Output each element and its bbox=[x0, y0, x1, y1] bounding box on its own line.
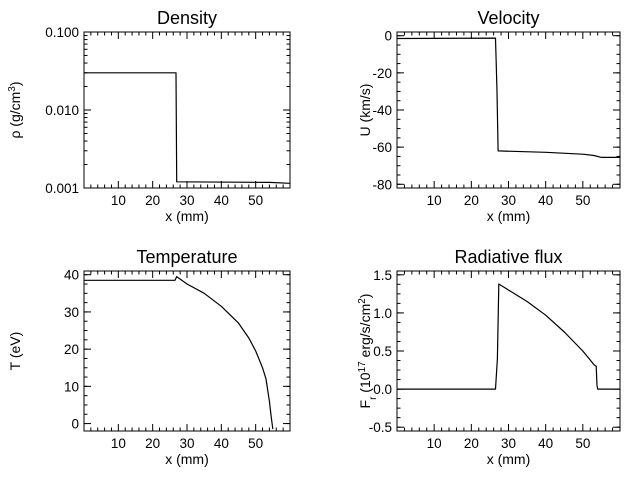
radiative-flux-y-axis-label-main: F bbox=[357, 400, 373, 409]
temperature-y-axis-label: T (eV) bbox=[7, 332, 23, 371]
temperature-x-tick-label: 20 bbox=[145, 436, 160, 451]
radiative-flux-x-tick-label: 50 bbox=[575, 436, 590, 451]
density-x-tick-label: 50 bbox=[248, 193, 263, 208]
temperature-y-axis-label-main: T (eV) bbox=[7, 332, 23, 371]
radiative-flux-y-axis-label-tail: erg/s/cm bbox=[357, 304, 373, 362]
temperature-plot-frame bbox=[83, 270, 291, 432]
temperature-y-tick-label: 10 bbox=[64, 379, 79, 394]
velocity-y-tick-label: -20 bbox=[372, 66, 392, 81]
temperature-x-tick-label: 10 bbox=[111, 436, 126, 451]
density-x-tick-label: 20 bbox=[145, 193, 160, 208]
density-x-tick-label: 30 bbox=[179, 193, 194, 208]
density-x-tick-label: 40 bbox=[214, 193, 229, 208]
radiative-flux-y-axis-label-mid: (10 bbox=[357, 372, 373, 396]
velocity-title: Velocity bbox=[477, 8, 539, 28]
radiative-flux-x-tick-label: 30 bbox=[501, 436, 516, 451]
radiative-flux-y-tick-label: 0.5 bbox=[373, 344, 392, 359]
velocity-x-tick-label: 10 bbox=[427, 193, 442, 208]
temperature-x-tick-label: 30 bbox=[179, 436, 194, 451]
density-y-axis-label-tail: ) bbox=[7, 81, 23, 86]
velocity-y-tick-label: -60 bbox=[372, 140, 392, 155]
velocity-x-tick-label: 40 bbox=[538, 193, 553, 208]
radiative-flux-x-tick-label: 10 bbox=[427, 436, 442, 451]
temperature-y-tick-label: 20 bbox=[64, 342, 79, 357]
radiative-flux-series-line bbox=[397, 283, 620, 390]
density-title: Density bbox=[157, 8, 217, 28]
radiative-flux-x-tick-label: 40 bbox=[538, 436, 553, 451]
velocity-panel: Velocity 10 20 30 40 50 -80 -60 -40 -20 0 x (mm) U (… bbox=[357, 8, 621, 224]
radiative-flux-y-tick-label: -0.5 bbox=[369, 420, 392, 435]
radiative-flux-y-tick-label: 1.0 bbox=[373, 306, 392, 321]
velocity-y-axis-label: U (km/s) bbox=[357, 84, 373, 137]
density-y-axis-label-sup: 3 bbox=[7, 86, 18, 92]
velocity-y-tick-label: 0 bbox=[384, 29, 392, 44]
density-y-axis-label-main: ρ (g/cm bbox=[7, 92, 23, 139]
radiative-flux-title: Radiative flux bbox=[454, 247, 562, 267]
density-series-line bbox=[84, 72, 291, 184]
radiative-flux-y-axis-label-sub: r bbox=[368, 396, 379, 400]
velocity-x-axis-label: x (mm) bbox=[487, 208, 531, 224]
velocity-y-tick-label: -40 bbox=[372, 103, 392, 118]
radiative-flux-panel: Radiative flux 10 20 30 40 50 -0.5 0.0 0.5 1.0 1.5… bbox=[357, 247, 621, 467]
radiative-flux-y-axis-label: Fr (1017 erg/s/cm2) bbox=[357, 294, 379, 409]
temperature-y-tick-label: 0 bbox=[71, 417, 79, 432]
radiative-flux-x-axis-label: x (mm) bbox=[487, 451, 531, 467]
temperature-title: Temperature bbox=[136, 247, 237, 267]
velocity-y-axis-label-main: U (km/s) bbox=[357, 84, 373, 137]
density-y-tick-label: 0.001 bbox=[45, 181, 79, 196]
velocity-series-line bbox=[396, 37, 620, 158]
radiative-flux-y-axis-label-sup2: 2 bbox=[357, 298, 368, 304]
radiative-flux-y-tick-label: 0.0 bbox=[373, 382, 392, 397]
temperature-x-tick-label: 50 bbox=[248, 436, 263, 451]
radiative-flux-y-axis-label-tail2: ) bbox=[357, 294, 373, 299]
density-panel: Density 10 20 30 40 50 0.001 0.010 0.100 x (mm) ρ … bbox=[7, 8, 291, 224]
density-plot-frame bbox=[83, 31, 291, 189]
temperature-y-tick-label: 40 bbox=[64, 268, 79, 283]
density-y-tick-label: 0.010 bbox=[45, 103, 79, 118]
density-x-axis-label: x (mm) bbox=[165, 208, 209, 224]
radiative-flux-y-tick-label: 1.5 bbox=[373, 268, 392, 283]
velocity-x-tick-label: 50 bbox=[575, 193, 590, 208]
velocity-y-tick-label: -80 bbox=[372, 177, 392, 192]
temperature-series-line bbox=[84, 276, 274, 430]
radiative-flux-plot-frame bbox=[396, 270, 621, 432]
velocity-x-tick-label: 30 bbox=[501, 193, 516, 208]
velocity-plot-frame bbox=[396, 31, 621, 189]
temperature-x-axis-label: x (mm) bbox=[165, 451, 209, 467]
radiative-flux-x-tick-label: 20 bbox=[464, 436, 479, 451]
temperature-y-tick-label: 30 bbox=[64, 305, 79, 320]
velocity-x-tick-label: 20 bbox=[464, 193, 479, 208]
density-y-tick-label: 0.100 bbox=[45, 25, 79, 40]
temperature-panel: Temperature 10 20 30 40 50 0 10 20 30 40 x (mm) T (e… bbox=[7, 247, 291, 467]
radiative-flux-y-axis-label-sup: 17 bbox=[357, 361, 368, 373]
density-y-axis-label: ρ (g/cm3) bbox=[7, 81, 24, 138]
density-x-tick-label: 10 bbox=[111, 193, 126, 208]
temperature-x-tick-label: 40 bbox=[214, 436, 229, 451]
